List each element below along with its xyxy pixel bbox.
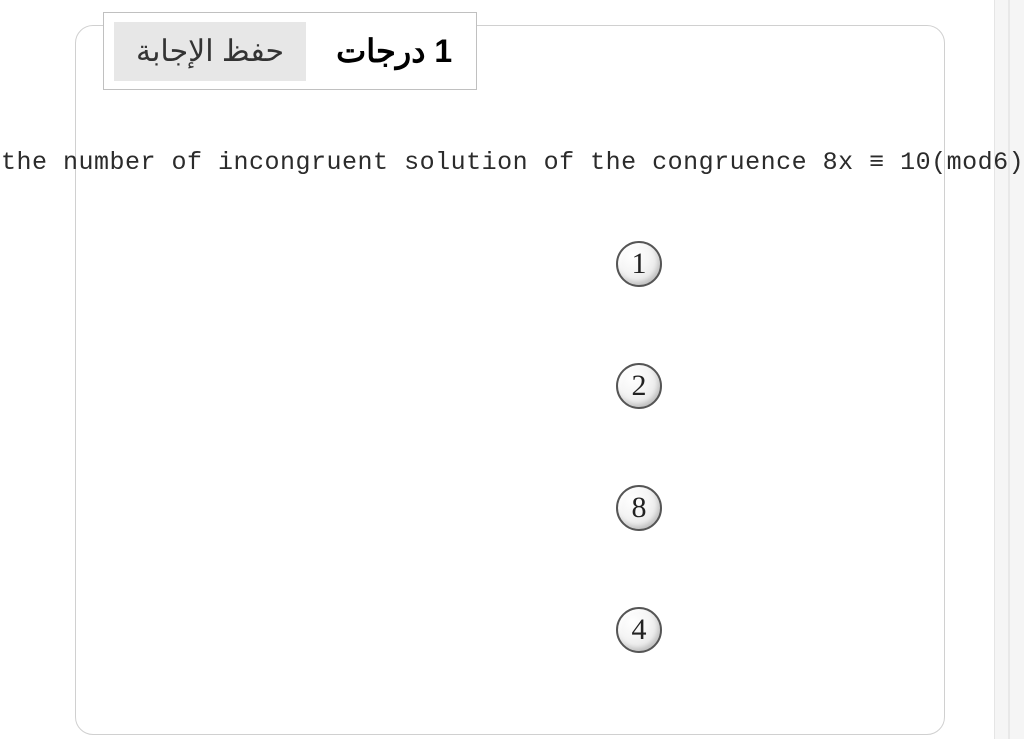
option-choice[interactable]: 1 <box>616 241 662 287</box>
option-choice[interactable]: 8 <box>616 485 662 531</box>
question-header-tab: حفظ الإجابة 1 درجات <box>103 12 477 90</box>
question-card: حفظ الإجابة 1 درجات the number of incong… <box>75 25 945 735</box>
option-choice[interactable]: 4 <box>616 607 662 653</box>
page-divider <box>1008 0 1010 739</box>
options-list: 1 2 8 4 <box>616 241 662 653</box>
option-choice[interactable]: 2 <box>616 363 662 409</box>
question-text: the number of incongruent solution of th… <box>1 148 1024 177</box>
points-label: 1 درجات <box>336 32 452 70</box>
save-answer-button[interactable]: حفظ الإجابة <box>114 22 306 81</box>
